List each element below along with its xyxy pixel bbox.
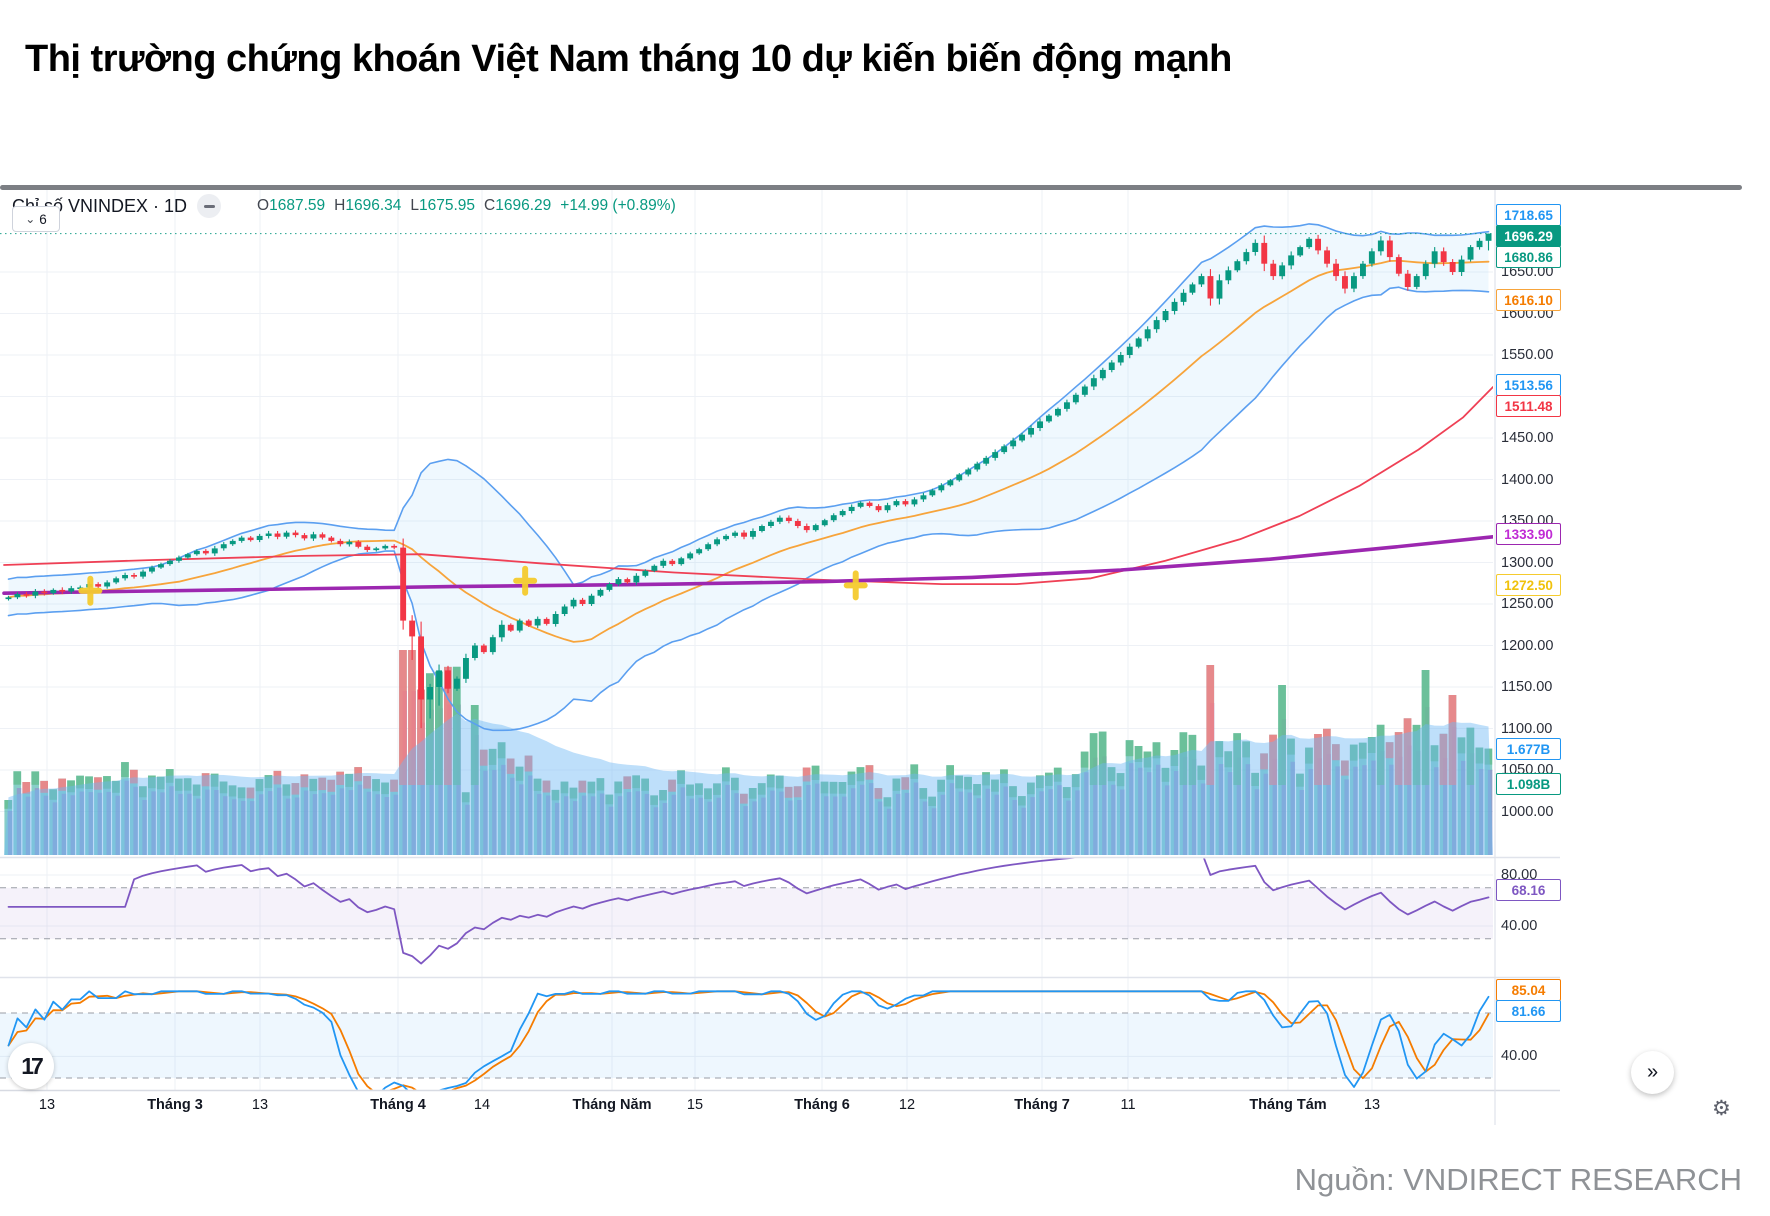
time-axis-tick: Tháng 3 bbox=[147, 1097, 203, 1113]
volume-level-label: 1.098B bbox=[1496, 773, 1561, 795]
time-axis-tick: Tháng 7 bbox=[1014, 1097, 1070, 1113]
chevron-down-icon: ⌄ bbox=[25, 212, 36, 226]
price-axis-tick: 1450.00 bbox=[1501, 430, 1554, 446]
stoch-axis-tick: 40.00 bbox=[1501, 1048, 1538, 1065]
rsi-level-label: 68.16 bbox=[1496, 879, 1561, 902]
price-level-label: 1616.10 bbox=[1496, 289, 1561, 312]
ohlc-readout: O1687.59 H1696.34 L1675.95 C1696.29 +14.… bbox=[257, 197, 676, 214]
price-axis-tick: 1200.00 bbox=[1501, 637, 1554, 654]
hide-indicator-icon[interactable] bbox=[197, 194, 222, 218]
price-level-label: 1333.90 bbox=[1496, 523, 1561, 546]
stoch-level-label: 85.04 bbox=[1496, 979, 1561, 1002]
time-axis-tick: 15 bbox=[686, 1097, 704, 1113]
price-axis-tick: 1550.00 bbox=[1501, 347, 1554, 363]
time-axis-tick: 14 bbox=[473, 1097, 491, 1113]
time-axis-tick: 13 bbox=[1363, 1097, 1381, 1113]
price-axis-tick: 1400.00 bbox=[1501, 471, 1554, 488]
volume-level-label: 1.677B bbox=[1496, 738, 1561, 760]
price-axis-tick: 1100.00 bbox=[1501, 720, 1553, 737]
time-axis-tick: Tháng 4 bbox=[370, 1097, 426, 1113]
time-axis-tick: Tháng Năm bbox=[572, 1097, 652, 1113]
price-level-label: 1513.56 bbox=[1496, 374, 1561, 397]
price-axis-tick: 1150.00 bbox=[1501, 679, 1553, 695]
rsi-axis-tick: 80.00 bbox=[1501, 867, 1538, 883]
time-axis-tick: 12 bbox=[898, 1097, 916, 1113]
source-attribution: Nguồn: VNDIRECT RESEARCH bbox=[1294, 1162, 1742, 1197]
time-axis-tick: Tháng 6 bbox=[794, 1097, 850, 1113]
price-level-label: 1272.50 bbox=[1496, 574, 1561, 597]
price-axis-tick: 1300.00 bbox=[1501, 554, 1554, 571]
price-level-label: 1718.65 bbox=[1496, 204, 1561, 226]
chart-header: Chỉ số VNINDEX · 1D O1687.59 H1696.34 L1… bbox=[12, 194, 676, 218]
stoch-level-label: 81.66 bbox=[1496, 1000, 1561, 1023]
price-axis-tick: 1650.00 bbox=[1501, 264, 1554, 280]
time-axis-tick: 13 bbox=[38, 1097, 56, 1113]
chart-top-border bbox=[0, 185, 1742, 190]
scroll-right-button[interactable]: » bbox=[1631, 1051, 1674, 1094]
indicator-collapse-button[interactable]: ⌄ 6 bbox=[12, 206, 60, 232]
price-axis-tick: 1000.00 bbox=[1501, 803, 1554, 820]
tradingview-logo[interactable]: 17 bbox=[8, 1043, 54, 1089]
price-level-label: 1696.29 bbox=[1496, 225, 1561, 247]
settings-gear-icon[interactable]: ⚙ bbox=[1712, 1097, 1731, 1120]
price-level-label: 1511.48 bbox=[1496, 395, 1561, 418]
page-title: Thị trường chứng khoán Việt Nam tháng 10… bbox=[25, 38, 1232, 80]
price-level-label: 1680.86 bbox=[1496, 246, 1561, 268]
change-readout: +14.99 (+0.89%) bbox=[560, 197, 676, 214]
time-axis-tick: 13 bbox=[251, 1097, 269, 1113]
price-axis-tick: 1250.00 bbox=[1501, 596, 1554, 612]
time-axis-tick: Tháng Tám bbox=[1249, 1097, 1327, 1113]
time-axis-tick: 11 bbox=[1120, 1097, 1136, 1113]
rsi-axis-tick: 40.00 bbox=[1501, 918, 1538, 934]
double-chevron-right-icon: » bbox=[1646, 1061, 1659, 1083]
